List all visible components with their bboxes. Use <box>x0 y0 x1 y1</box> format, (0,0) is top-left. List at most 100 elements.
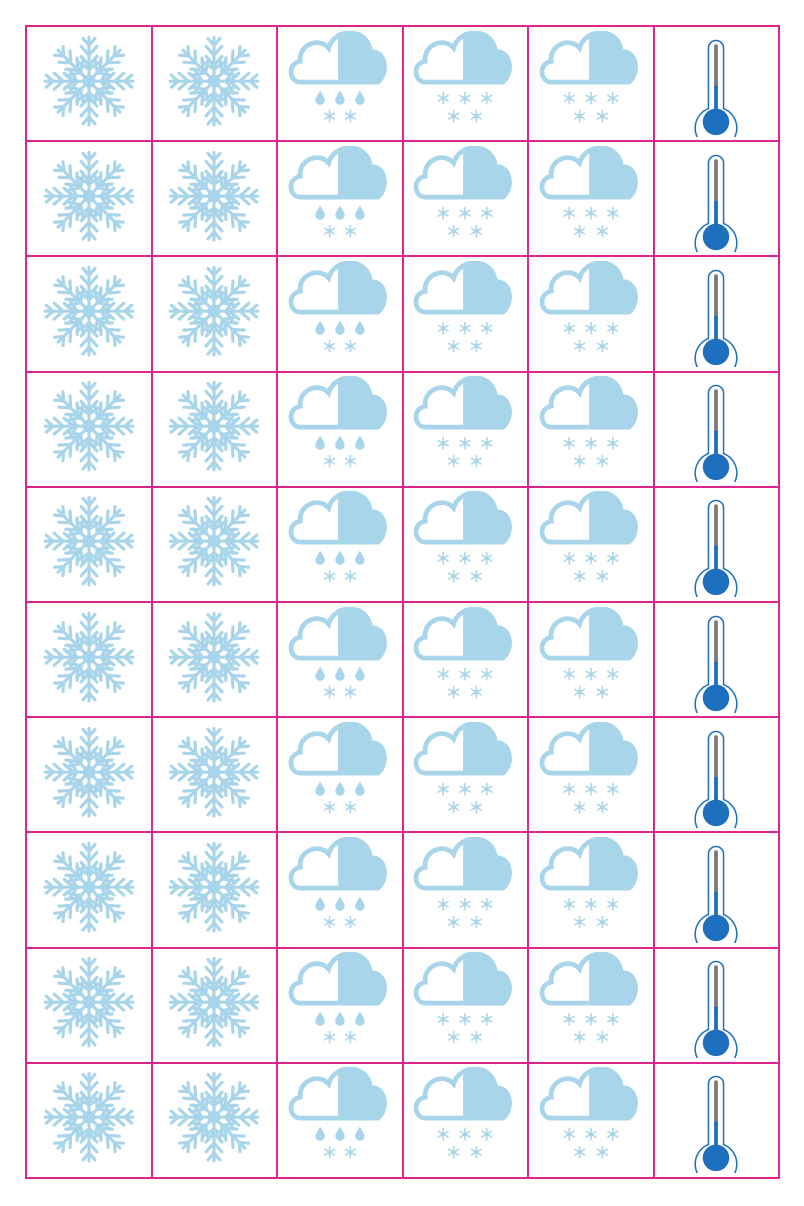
cloud-rain-snow-icon <box>285 31 395 123</box>
cloud-snow-icon <box>410 146 520 238</box>
snowflake-icon <box>34 1067 144 1173</box>
snowflake-icon <box>159 607 269 713</box>
snowflake-icon <box>34 261 144 367</box>
snowflake-icon <box>159 1067 269 1173</box>
thermometer-icon <box>694 39 738 137</box>
grid-cell <box>403 718 529 834</box>
cloud-rain-snow-icon <box>285 261 395 353</box>
cloud-rain-snow-icon <box>285 491 395 583</box>
grid-cell <box>529 27 655 143</box>
thermometer-icon <box>694 500 738 598</box>
snowflake-icon <box>34 607 144 713</box>
thermometer-icon <box>694 384 738 483</box>
grid-cell <box>278 27 404 143</box>
grid-cell <box>403 1063 529 1179</box>
grid-cell <box>27 1063 153 1179</box>
cloud-snow-icon <box>536 722 646 814</box>
thermometer-icon <box>694 269 738 367</box>
grid-cell <box>529 718 655 834</box>
grid-cell <box>278 1063 404 1179</box>
grid-cell <box>27 257 153 373</box>
grid-cell <box>152 257 278 373</box>
cloud-snow-icon <box>536 607 646 699</box>
snowflake-icon <box>34 952 144 1058</box>
grid-cell <box>152 142 278 258</box>
grid-cell <box>654 27 780 143</box>
grid-cell <box>529 1063 655 1179</box>
grid-cell <box>152 718 278 834</box>
grid-cell <box>529 948 655 1064</box>
snowflake-icon <box>159 837 269 943</box>
grid-cell <box>27 487 153 603</box>
snowflake-icon <box>159 952 269 1058</box>
grid-cell <box>27 948 153 1064</box>
thermometer-icon <box>694 1076 738 1174</box>
cloud-snow-icon <box>536 261 646 353</box>
grid-cell <box>278 948 404 1064</box>
grid-cell <box>152 948 278 1064</box>
snowflake-icon <box>34 376 144 482</box>
cloud-snow-icon <box>410 952 520 1044</box>
thermometer-icon <box>694 154 738 252</box>
grid-cell <box>27 833 153 949</box>
grid-cell <box>403 602 529 719</box>
grid-cell <box>403 372 529 488</box>
grid-cell <box>278 718 404 834</box>
cloud-rain-snow-icon <box>285 1067 395 1159</box>
cloud-rain-snow-icon <box>285 376 395 468</box>
grid-cell <box>529 602 655 719</box>
snowflake-icon <box>34 491 144 597</box>
grid-cell <box>403 948 529 1064</box>
grid-cell <box>654 372 780 488</box>
grid-cell <box>654 602 780 719</box>
grid-cell <box>403 142 529 258</box>
snowflake-icon <box>159 491 269 597</box>
grid-cell <box>278 257 404 373</box>
grid-cell <box>278 372 404 488</box>
grid-cell <box>529 487 655 603</box>
grid-cell <box>27 718 153 834</box>
grid-cell <box>654 948 780 1064</box>
snowflake-icon <box>159 376 269 482</box>
grid-cell <box>403 257 529 373</box>
grid-cell <box>27 142 153 258</box>
cloud-snow-icon <box>536 952 646 1044</box>
grid-cell <box>403 27 529 143</box>
grid-cell <box>152 1063 278 1179</box>
cloud-snow-icon <box>536 146 646 238</box>
grid-cell <box>654 833 780 949</box>
cloud-snow-icon <box>410 261 520 353</box>
snowflake-icon <box>34 31 144 137</box>
grid-cell <box>278 142 404 258</box>
icon-grid-sheet <box>25 25 780 1179</box>
grid-cell <box>27 372 153 488</box>
grid-cell <box>27 27 153 143</box>
grid-cell <box>654 1063 780 1179</box>
cloud-snow-icon <box>410 722 520 814</box>
grid-cell <box>152 602 278 719</box>
cloud-snow-icon <box>410 837 520 929</box>
cloud-snow-icon <box>410 607 520 699</box>
grid-cell <box>152 487 278 603</box>
grid-cell <box>654 142 780 258</box>
grid-cell <box>529 257 655 373</box>
snowflake-icon <box>34 146 144 252</box>
thermometer-icon <box>694 730 738 828</box>
grid-cell <box>529 372 655 488</box>
grid-cell <box>278 833 404 949</box>
cloud-rain-snow-icon <box>285 952 395 1044</box>
cloud-snow-icon <box>536 31 646 123</box>
cloud-snow-icon <box>410 491 520 583</box>
cloud-snow-icon <box>536 1067 646 1159</box>
grid-cell <box>278 487 404 603</box>
thermometer-icon <box>694 845 738 943</box>
snowflake-icon <box>159 146 269 252</box>
snowflake-icon <box>159 722 269 828</box>
grid-cell <box>654 487 780 603</box>
cloud-rain-snow-icon <box>285 722 395 814</box>
cloud-snow-icon <box>536 837 646 929</box>
grid-cell <box>152 372 278 488</box>
grid-cell <box>654 257 780 373</box>
cloud-snow-icon <box>410 31 520 123</box>
thermometer-icon <box>694 615 738 713</box>
